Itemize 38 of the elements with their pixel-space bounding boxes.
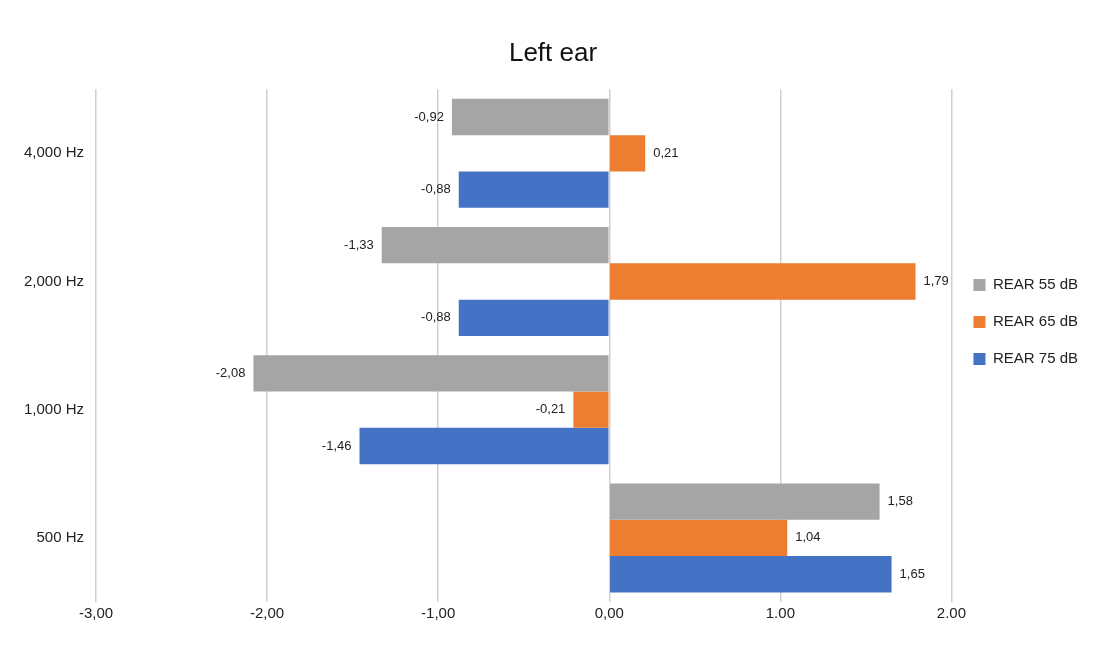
bar <box>573 391 609 428</box>
bar <box>253 355 609 392</box>
legend-label: REAR 65 dB <box>992 312 1079 330</box>
x-tick-label: -2,00 <box>250 604 285 622</box>
bar <box>610 556 892 593</box>
data-label: 0,21 <box>653 144 679 160</box>
data-label: -0,88 <box>421 181 451 197</box>
data-label: -2,08 <box>215 364 246 380</box>
bar <box>610 263 916 300</box>
data-label: -0,92 <box>414 108 444 124</box>
x-tick-label: 0,00 <box>594 604 624 622</box>
data-label: -1,33 <box>344 236 374 252</box>
x-tick-label: 2.00 <box>936 604 967 622</box>
bar <box>610 519 788 557</box>
data-label: 1,04 <box>795 529 821 545</box>
data-label: -1,46 <box>321 437 352 453</box>
x-tick-label: 1.00 <box>765 604 795 622</box>
y-tick-label: 4,000 Hz <box>23 143 85 161</box>
legend-label: REAR 75 dB <box>992 349 1079 367</box>
bar <box>458 171 609 208</box>
bar <box>610 135 646 172</box>
x-tick-label: -3,00 <box>78 604 114 622</box>
x-tick-label: -1,00 <box>421 604 456 622</box>
data-label: 1,79 <box>923 273 949 289</box>
bar <box>451 98 609 136</box>
bar <box>610 483 880 520</box>
y-tick-label: 2,000 Hz <box>23 271 85 289</box>
data-label: 1,58 <box>887 493 913 509</box>
bar <box>458 299 609 336</box>
data-label: -0,21 <box>535 401 566 417</box>
bar <box>381 227 609 264</box>
data-label: 1,65 <box>899 565 925 581</box>
chart-title: Left ear <box>508 36 598 67</box>
data-label: -0,88 <box>421 309 451 325</box>
y-tick-label: 500 Hz <box>36 528 85 546</box>
y-tick-label: 1,000 Hz <box>23 399 85 417</box>
bar <box>359 427 609 465</box>
legend-label: REAR 55 dB <box>992 275 1079 293</box>
